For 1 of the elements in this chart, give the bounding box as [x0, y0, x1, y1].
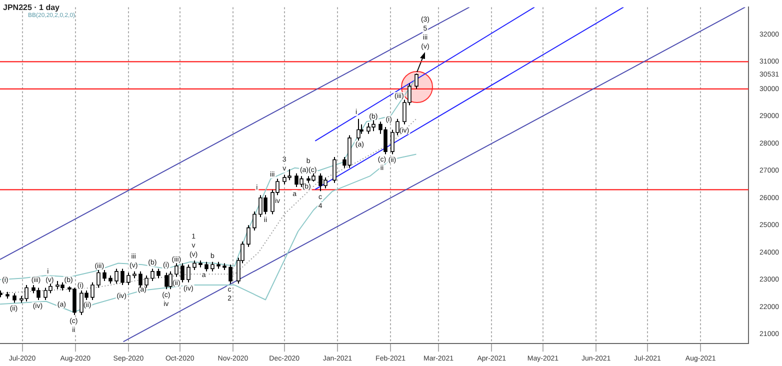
chart-title: JPN225 · 1 day — [3, 3, 60, 12]
